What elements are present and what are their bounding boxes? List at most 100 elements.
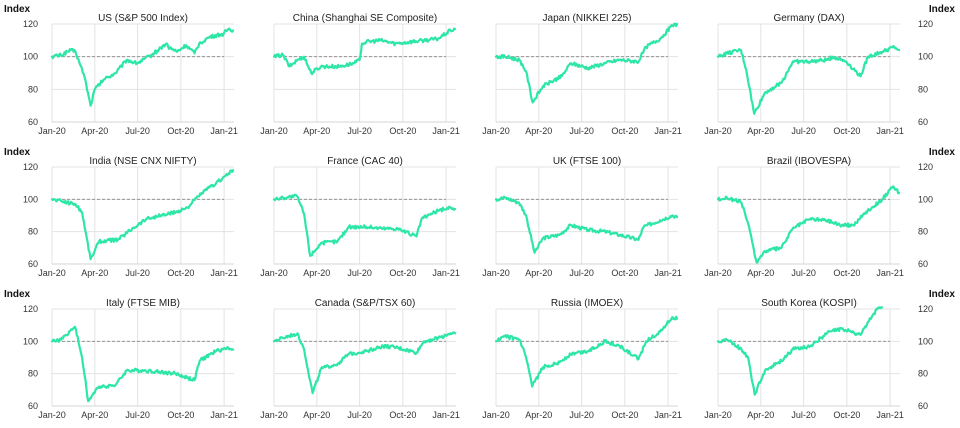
x-tick-label: Oct-20: [833, 126, 860, 136]
x-tick-label: Oct-20: [389, 126, 416, 136]
x-tick-label: Oct-20: [167, 410, 194, 420]
x-tick-label: Apr-20: [303, 268, 330, 278]
series-line: [716, 306, 884, 396]
y-axis-label-left: Index: [4, 147, 31, 158]
y-tick-label: 120: [918, 304, 933, 314]
x-tick-label: Oct-20: [611, 126, 638, 136]
x-tick-label: Jul-20: [569, 268, 594, 278]
y-tick-label: 100: [918, 52, 933, 62]
y-tick-label: 100: [918, 336, 933, 346]
x-tick-label: Jul-20: [125, 410, 150, 420]
y-tick-label: 80: [918, 227, 928, 237]
series-line: [494, 195, 679, 254]
y-tick-label: 60: [28, 117, 38, 127]
y-tick-label: 120: [23, 19, 38, 29]
panel-5: India (NSE CNX NIFTY) 60 80 100 120 Jan-20 Apr…: [23, 156, 238, 278]
x-tick-label: Jul-20: [347, 126, 372, 136]
panel-title: Canada (S&P/TSX 60): [315, 298, 416, 309]
y-axis-label-left: Index: [4, 289, 31, 300]
x-tick-label: Apr-20: [303, 126, 330, 136]
x-tick-label: Oct-20: [167, 268, 194, 278]
x-tick-label: Jul-20: [569, 410, 594, 420]
panel-title: Japan (NIKKEI 225): [543, 13, 632, 24]
series-line: [716, 45, 901, 115]
y-tick-label: 100: [23, 336, 38, 346]
panel-4: Germany (DAX) 60 80 100 120 Jan-20 Apr-20 Jul-2…: [704, 13, 933, 136]
x-tick-label: Jan-20: [704, 410, 732, 420]
x-tick-label: Apr-20: [747, 410, 774, 420]
y-axis-label-left: Index: [4, 4, 31, 15]
x-tick-label: Apr-20: [747, 268, 774, 278]
panel-11: Russia (IMOEX) Jan-20 Apr-20 Jul-20 Oct-20 Ja…: [482, 298, 682, 420]
x-tick-label: Apr-20: [81, 268, 108, 278]
x-tick-label: Jan-21: [654, 126, 682, 136]
x-tick-label: Jan-21: [654, 268, 682, 278]
panel-7: UK (FTSE 100) Jan-20 Apr-20 Jul-20 Oct-20 Jan…: [482, 156, 682, 278]
panel-title: South Korea (KOSPI): [761, 298, 857, 309]
x-tick-label: Jan-20: [260, 126, 288, 136]
x-tick-label: Jan-21: [210, 126, 238, 136]
y-axis-label-right: Index: [929, 289, 956, 300]
y-axis-label-right: Index: [929, 4, 956, 15]
x-tick-label: Apr-20: [525, 410, 552, 420]
y-tick-label: 100: [23, 194, 38, 204]
x-tick-label: Jan-21: [210, 410, 238, 420]
x-tick-label: Jul-20: [347, 410, 372, 420]
x-tick-label: Jan-20: [260, 268, 288, 278]
x-tick-label: Oct-20: [611, 268, 638, 278]
panel-title: UK (FTSE 100): [553, 156, 621, 167]
x-tick-label: Apr-20: [303, 410, 330, 420]
panel-title: Italy (FTSE MIB): [106, 298, 180, 309]
series-line: [272, 27, 457, 76]
series-line: [494, 315, 679, 388]
y-tick-label: 60: [28, 401, 38, 411]
x-tick-label: Apr-20: [525, 268, 552, 278]
panel-3: Japan (NIKKEI 225) Jan-20 Apr-20 Jul-20 Oct-…: [482, 13, 682, 136]
x-tick-label: Apr-20: [81, 126, 108, 136]
panel-title: China (Shanghai SE Composite): [293, 13, 438, 24]
x-tick-label: Jan-20: [38, 126, 66, 136]
x-tick-label: Jan-20: [38, 268, 66, 278]
y-axis-label-right: Index: [929, 147, 956, 158]
x-tick-label: Jan-20: [704, 268, 732, 278]
y-tick-label: 60: [918, 401, 928, 411]
x-tick-label: Jan-20: [482, 410, 510, 420]
y-tick-label: 80: [918, 84, 928, 94]
x-tick-label: Apr-20: [747, 126, 774, 136]
y-tick-label: 100: [918, 194, 933, 204]
panel-10: Canada (S&P/TSX 60) Jan-20 Apr-20 Jul-20 Oct…: [260, 298, 460, 420]
x-tick-label: Jul-20: [125, 126, 150, 136]
x-tick-label: Jan-20: [38, 410, 66, 420]
y-tick-label: 100: [23, 52, 38, 62]
y-tick-label: 120: [23, 304, 38, 314]
x-tick-label: Jul-20: [347, 268, 372, 278]
x-tick-label: Jul-20: [569, 126, 594, 136]
x-tick-label: Oct-20: [389, 410, 416, 420]
y-tick-label: 60: [918, 117, 928, 127]
panel-title: US (S&P 500 Index): [98, 13, 188, 24]
x-tick-label: Oct-20: [833, 268, 860, 278]
series-line: [50, 169, 235, 261]
x-tick-label: Jan-21: [210, 268, 238, 278]
y-tick-label: 80: [28, 84, 38, 94]
x-tick-label: Jul-20: [791, 410, 816, 420]
x-tick-label: Jan-20: [704, 126, 732, 136]
x-tick-label: Oct-20: [389, 268, 416, 278]
x-tick-label: Jan-21: [432, 126, 460, 136]
panel-title: Russia (IMOEX): [551, 298, 623, 309]
panel-9: Italy (FTSE MIB) 60 80 100 120 Jan-20 Apr-20 Ju…: [23, 298, 238, 420]
y-tick-label: 80: [28, 227, 38, 237]
x-tick-label: Jul-20: [791, 268, 816, 278]
y-tick-label: 80: [918, 369, 928, 379]
y-tick-label: 120: [918, 162, 933, 172]
panel-title: France (CAC 40): [327, 156, 403, 167]
x-tick-label: Jan-21: [876, 268, 904, 278]
x-tick-label: Oct-20: [611, 410, 638, 420]
x-tick-label: Jan-21: [876, 126, 904, 136]
x-tick-label: Jan-21: [654, 410, 682, 420]
x-tick-label: Oct-20: [167, 126, 194, 136]
series-line: [494, 22, 679, 104]
x-tick-label: Oct-20: [833, 410, 860, 420]
y-tick-label: 60: [28, 259, 38, 269]
